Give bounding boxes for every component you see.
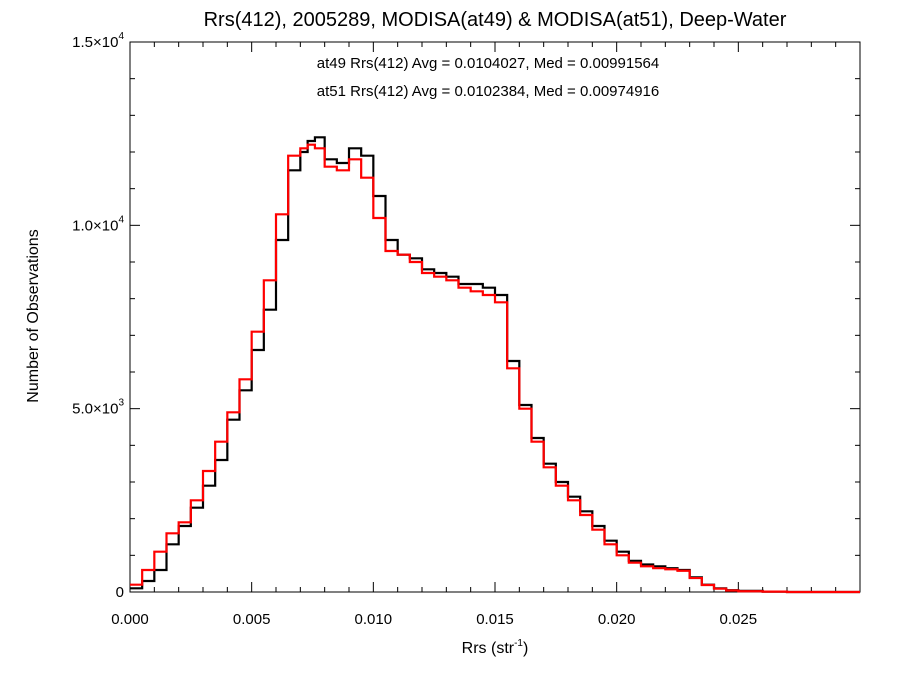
annotation-at51: at51 Rrs(412) Avg = 0.0102384, Med = 0.0… — [317, 83, 659, 100]
plot-frame — [129, 41, 861, 593]
x-tick-label: 0.025 — [720, 611, 758, 628]
series-line-at49 — [130, 136, 860, 594]
series-layer — [130, 136, 860, 594]
x-axis: 0.000 0.005 0.010 0.015 0.020 0.025 — [111, 42, 861, 628]
y-axis: 0 5.0×103 1.0×104 1.5×104 — [72, 31, 860, 601]
chart-title: Rrs(412), 2005289, MODISA(at49) & MODISA… — [204, 9, 787, 31]
y-tick-label: 1.5×104 — [72, 31, 124, 51]
y-tick-label: 5.0×103 — [72, 398, 124, 418]
x-tick-label: 0.010 — [355, 611, 393, 628]
annotation-at49: at49 Rrs(412) Avg = 0.0104027, Med = 0.0… — [317, 55, 659, 72]
y-axis-label: Number of Observations — [25, 229, 42, 402]
x-tick-label: 0.000 — [111, 611, 149, 628]
x-tick-label: 0.005 — [233, 611, 271, 628]
y-tick-label: 0 — [116, 584, 124, 601]
x-axis-label: Rrs (str-1) — [462, 638, 529, 657]
x-tick-label: 0.020 — [598, 611, 636, 628]
x-tick-label: 0.015 — [476, 611, 514, 628]
y-tick-label: 1.0×104 — [72, 214, 124, 234]
series-line-at51 — [130, 143, 860, 594]
